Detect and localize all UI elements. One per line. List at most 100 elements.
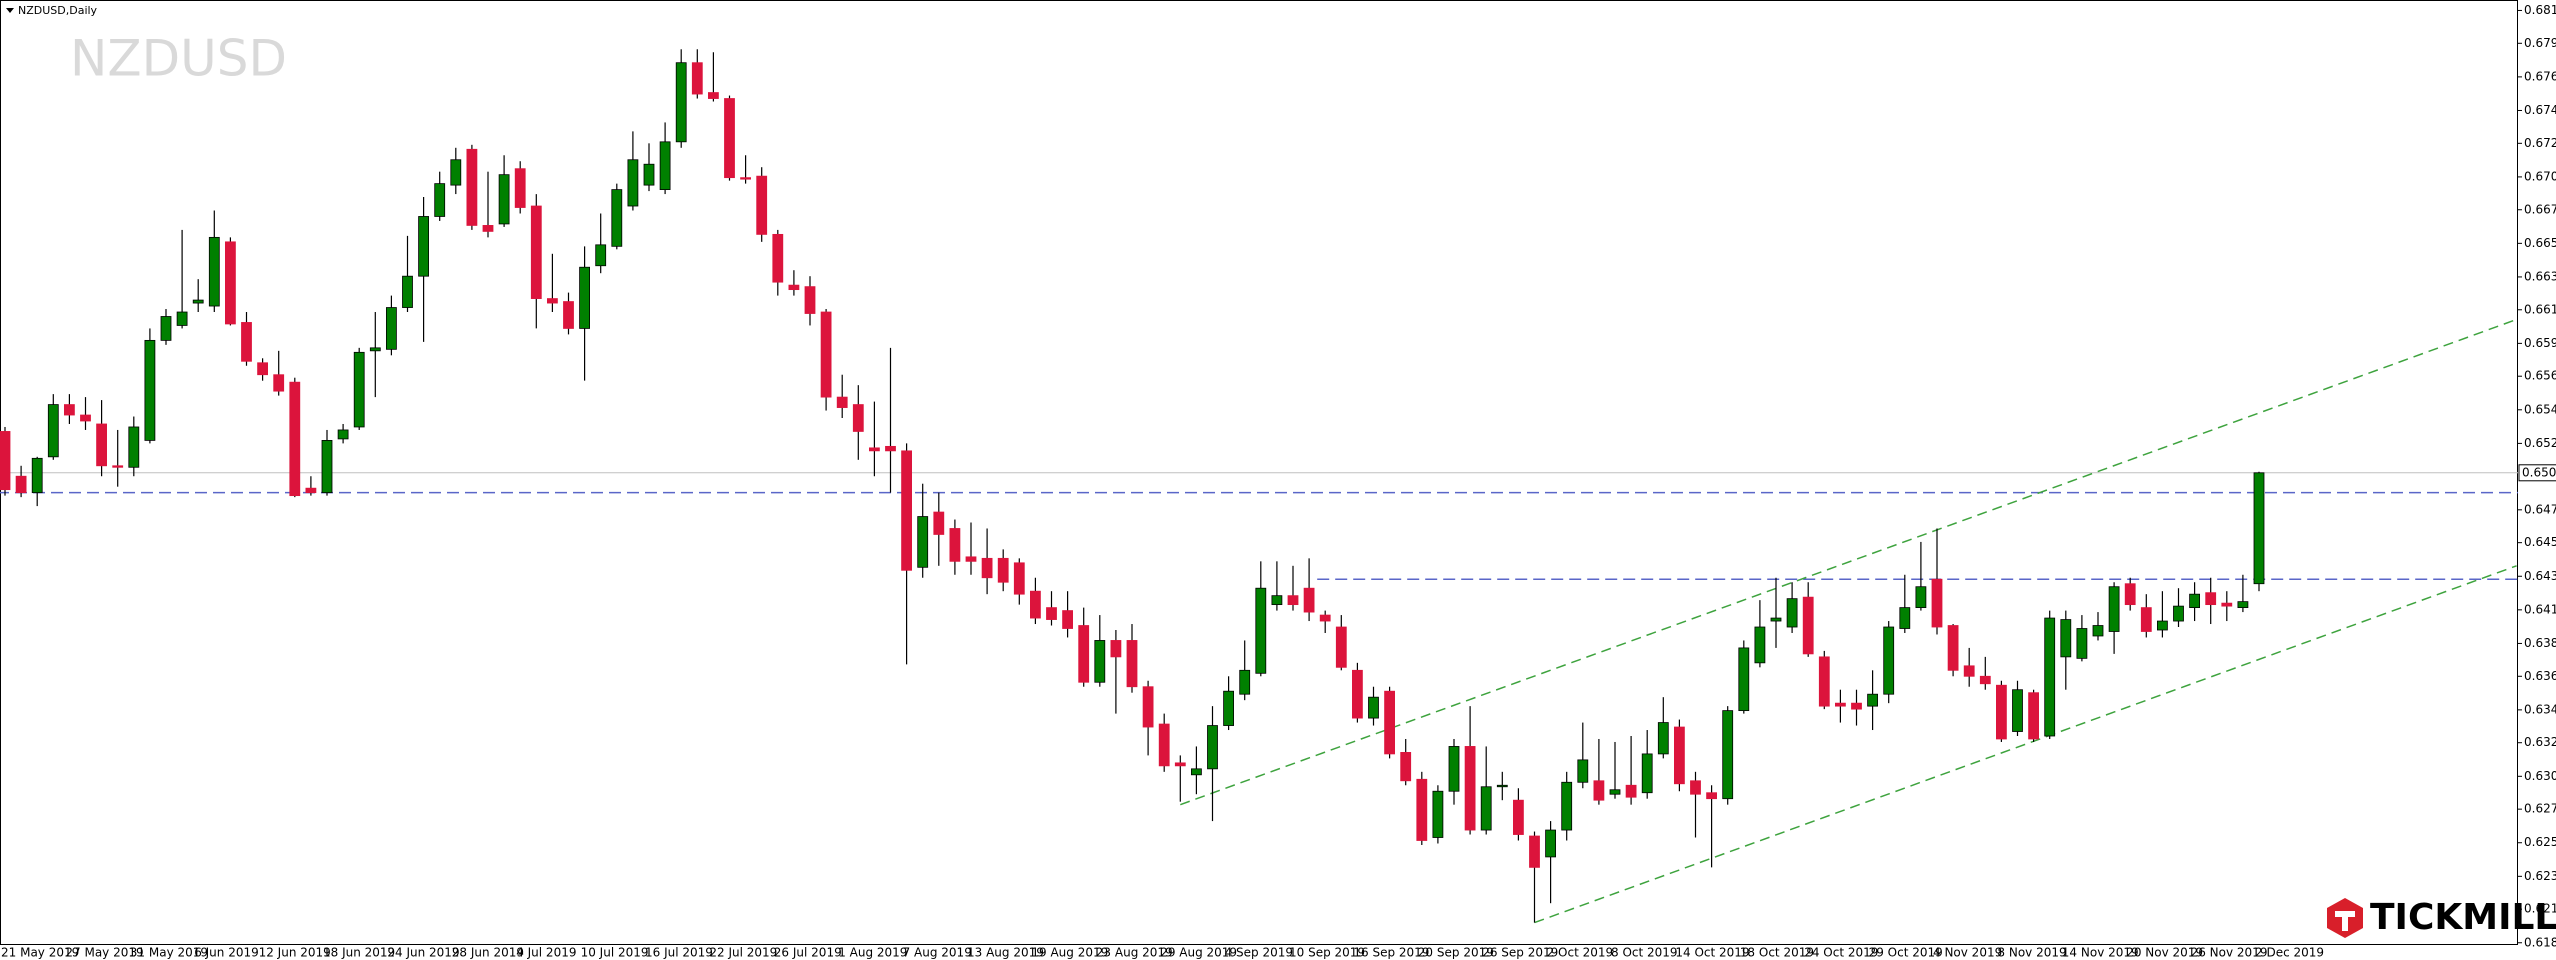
candle-body	[241, 322, 252, 362]
candle-body	[1464, 746, 1476, 831]
candle-body	[1996, 684, 2007, 740]
y-tick-label: 0.62780	[2524, 802, 2556, 816]
candle-body	[1142, 686, 1154, 728]
candle-body	[514, 168, 526, 208]
y-tick-label: 0.67460	[2524, 103, 2556, 117]
candle-body	[1319, 614, 1331, 622]
x-tick-label: 10 Jul 2019	[581, 946, 649, 960]
x-tick-label: 24 Oct 2019	[1804, 946, 1878, 960]
candle-body	[1577, 759, 1589, 783]
candle-body	[1899, 607, 1911, 629]
y-tick-label: 0.65900	[2524, 336, 2556, 350]
candle-body	[450, 159, 462, 186]
y-tick-label: 0.64785	[2524, 502, 2556, 516]
y-tick-label: 0.65680	[2524, 369, 2556, 383]
candle-body	[1931, 578, 1943, 628]
candle-body	[1722, 710, 1734, 800]
candle-body	[160, 316, 172, 341]
candle-body	[1674, 726, 1685, 785]
candle-body	[595, 244, 607, 267]
candle-body	[1915, 586, 1927, 609]
candle-body	[675, 62, 687, 143]
candle-body	[2140, 607, 2152, 632]
x-tick-label: 18 Oct 2019	[1740, 946, 1814, 960]
candle-body	[96, 423, 107, 467]
candle-body	[369, 347, 381, 352]
candle-body	[434, 183, 446, 217]
candle-body	[112, 465, 124, 468]
x-tick-label: 16 Sep 2019	[1353, 946, 1429, 960]
candle-body	[949, 528, 961, 562]
candle-body	[643, 163, 655, 186]
candle-body	[659, 141, 671, 190]
candle-body	[273, 374, 285, 392]
x-tick-label: 7 Aug 2019	[903, 946, 972, 960]
candle-body	[2156, 620, 2168, 631]
x-tick-label: 22 Jul 2019	[709, 946, 777, 960]
candle-body	[1174, 762, 1186, 767]
x-tick-label: 29 Aug 2019	[1160, 946, 1237, 960]
candle-body	[788, 284, 800, 291]
x-tick-label: 6 Jun 2019	[194, 946, 259, 960]
candle-body	[2044, 617, 2056, 737]
candle-body	[1947, 625, 1959, 671]
candle-body	[1223, 690, 1234, 726]
candle-body	[257, 362, 269, 376]
candle-body	[385, 307, 397, 350]
y-tick-label: 0.65455	[2524, 402, 2556, 416]
candle-body	[2173, 605, 2184, 622]
candle-body	[1062, 610, 1073, 629]
candle-body	[2253, 472, 2265, 585]
x-tick-label: 12 Jun 2019	[259, 946, 331, 960]
candle-body	[1835, 702, 1846, 707]
y-tick-label: 0.63890	[2524, 636, 2556, 650]
candle-body	[31, 457, 43, 494]
x-tick-label: 14 Nov 2019	[2062, 946, 2139, 960]
candle-body	[885, 445, 896, 452]
candle-body	[1432, 790, 1444, 838]
candle-body	[1529, 835, 1540, 868]
y-tick-label: 0.62330	[2524, 869, 2556, 883]
candle-body	[2108, 586, 2120, 632]
candle-body	[1867, 693, 1878, 707]
candle-body	[547, 298, 558, 304]
y-tick-label: 0.63000	[2524, 769, 2556, 783]
candle-body	[691, 62, 703, 95]
candle-body	[1496, 784, 1508, 788]
candle-body	[869, 447, 880, 452]
candle-body	[1561, 781, 1573, 831]
candle-body	[2028, 692, 2039, 740]
y-tick-label: 0.62555	[2524, 835, 2556, 849]
y-tick-label: 0.63225	[2524, 735, 2556, 749]
candle-body	[1303, 587, 1315, 613]
price-tag: 0.65033	[2522, 465, 2556, 479]
candle-body	[901, 450, 912, 571]
candle-body	[981, 557, 993, 579]
y-tick-label: 0.61885	[2524, 935, 2556, 949]
x-tick-label: 26 Sep 2019	[1482, 946, 1558, 960]
candle-body	[1545, 829, 1556, 858]
candle-body	[466, 148, 478, 226]
candle-body	[1013, 562, 1025, 595]
candle-body	[208, 236, 220, 307]
brand-name: TICKMILL	[2370, 897, 2556, 938]
candle-body	[1352, 669, 1363, 719]
candle-body	[724, 98, 735, 179]
candle-body	[337, 429, 349, 440]
x-tick-label: 20 Sep 2019	[1418, 946, 1494, 960]
candle-body	[1593, 780, 1605, 801]
candle-body	[1657, 722, 1669, 755]
candle-body	[1754, 626, 1766, 664]
candle-body	[1513, 799, 1524, 835]
candle-body	[1384, 690, 1395, 755]
candle-body	[1400, 752, 1412, 782]
x-tick-label: 29 Oct 2019	[1869, 946, 1943, 960]
y-tick-label: 0.66345	[2524, 269, 2556, 283]
y-tick-label: 0.64565	[2524, 535, 2556, 549]
candle-body	[852, 404, 864, 432]
candle-body	[192, 299, 204, 304]
x-tick-label: 4 Jul 2019	[516, 946, 576, 960]
x-tick-label: 10 Sep 2019	[1289, 946, 1365, 960]
menu-arrow[interactable]	[6, 8, 14, 13]
